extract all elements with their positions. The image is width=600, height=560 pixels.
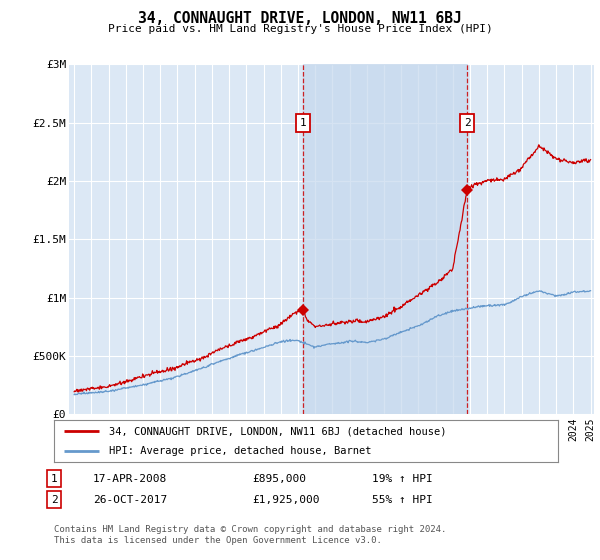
Text: £1,925,000: £1,925,000 [252,494,320,505]
Text: Price paid vs. HM Land Registry's House Price Index (HPI): Price paid vs. HM Land Registry's House … [107,24,493,34]
Text: 1: 1 [50,474,58,484]
Text: £895,000: £895,000 [252,474,306,484]
Text: 1: 1 [300,118,307,128]
Text: 19% ↑ HPI: 19% ↑ HPI [372,474,433,484]
Text: Contains HM Land Registry data © Crown copyright and database right 2024.
This d: Contains HM Land Registry data © Crown c… [54,525,446,545]
Text: 26-OCT-2017: 26-OCT-2017 [93,494,167,505]
Text: 2: 2 [464,118,470,128]
Bar [303,64,467,414]
Text: 55% ↑ HPI: 55% ↑ HPI [372,494,433,505]
Text: 2: 2 [50,494,58,505]
Text: 34, CONNAUGHT DRIVE, LONDON, NW11 6BJ: 34, CONNAUGHT DRIVE, LONDON, NW11 6BJ [138,11,462,26]
Text: 17-APR-2008: 17-APR-2008 [93,474,167,484]
Text: HPI: Average price, detached house, Barnet: HPI: Average price, detached house, Barn… [109,446,372,456]
Text: 34, CONNAUGHT DRIVE, LONDON, NW11 6BJ (detached house): 34, CONNAUGHT DRIVE, LONDON, NW11 6BJ (d… [109,426,447,436]
